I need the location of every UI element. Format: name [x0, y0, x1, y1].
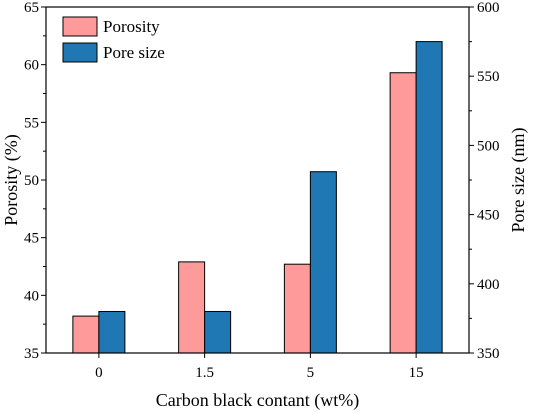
bars-layer	[72, 41, 443, 354]
bar-pore-size-15	[415, 41, 443, 354]
left-y-tick-label: 45	[24, 231, 39, 247]
bar-porosity-15	[389, 72, 417, 354]
left-y-tick-label: 65	[24, 0, 39, 16]
right-y-tick-label: 550	[477, 69, 500, 85]
right-y-tick-label: 500	[477, 138, 500, 154]
legend-label: Pore size	[103, 43, 165, 62]
legend-swatch-pore-size	[62, 42, 98, 63]
right-y-tick-label: 400	[477, 277, 500, 293]
x-tick-label: 5	[307, 365, 315, 381]
left-y-tick-label: 40	[24, 288, 39, 304]
x-tick-label: 0	[95, 365, 103, 381]
ticks-layer: 0 1.5 5 15 35 40 45 50 55 60 65 350 400 450 500 550 600	[24, 0, 500, 381]
bar-porosity-1-5	[178, 261, 206, 354]
bar-pore-size-1-5	[204, 310, 232, 354]
bar-pore-size-5	[309, 171, 337, 354]
right-y-tick-label: 350	[477, 346, 500, 362]
left-y-tick-label: 35	[24, 346, 39, 362]
left-y-axis-title: Porosity (%)	[1, 134, 22, 226]
legend-swatch-porosity	[62, 16, 98, 37]
legend-label: Porosity	[103, 17, 160, 36]
left-y-tick-label: 50	[24, 173, 39, 189]
right-y-tick-label: 600	[477, 0, 500, 16]
left-y-tick-label: 60	[24, 58, 39, 74]
right-y-tick-label: 450	[477, 208, 500, 224]
right-y-axis-title: Pore size (nm)	[508, 128, 529, 233]
x-axis-title: Carbon black contant (wt%)	[156, 390, 359, 411]
x-tick-label: 15	[409, 365, 424, 381]
bar-porosity-0	[72, 315, 100, 354]
left-y-tick-label: 55	[24, 115, 39, 131]
legend: Porosity Pore size	[62, 16, 165, 63]
x-tick-label: 1.5	[195, 365, 214, 381]
bar-pore-size-0	[98, 310, 126, 354]
bar-porosity-5	[283, 263, 311, 354]
